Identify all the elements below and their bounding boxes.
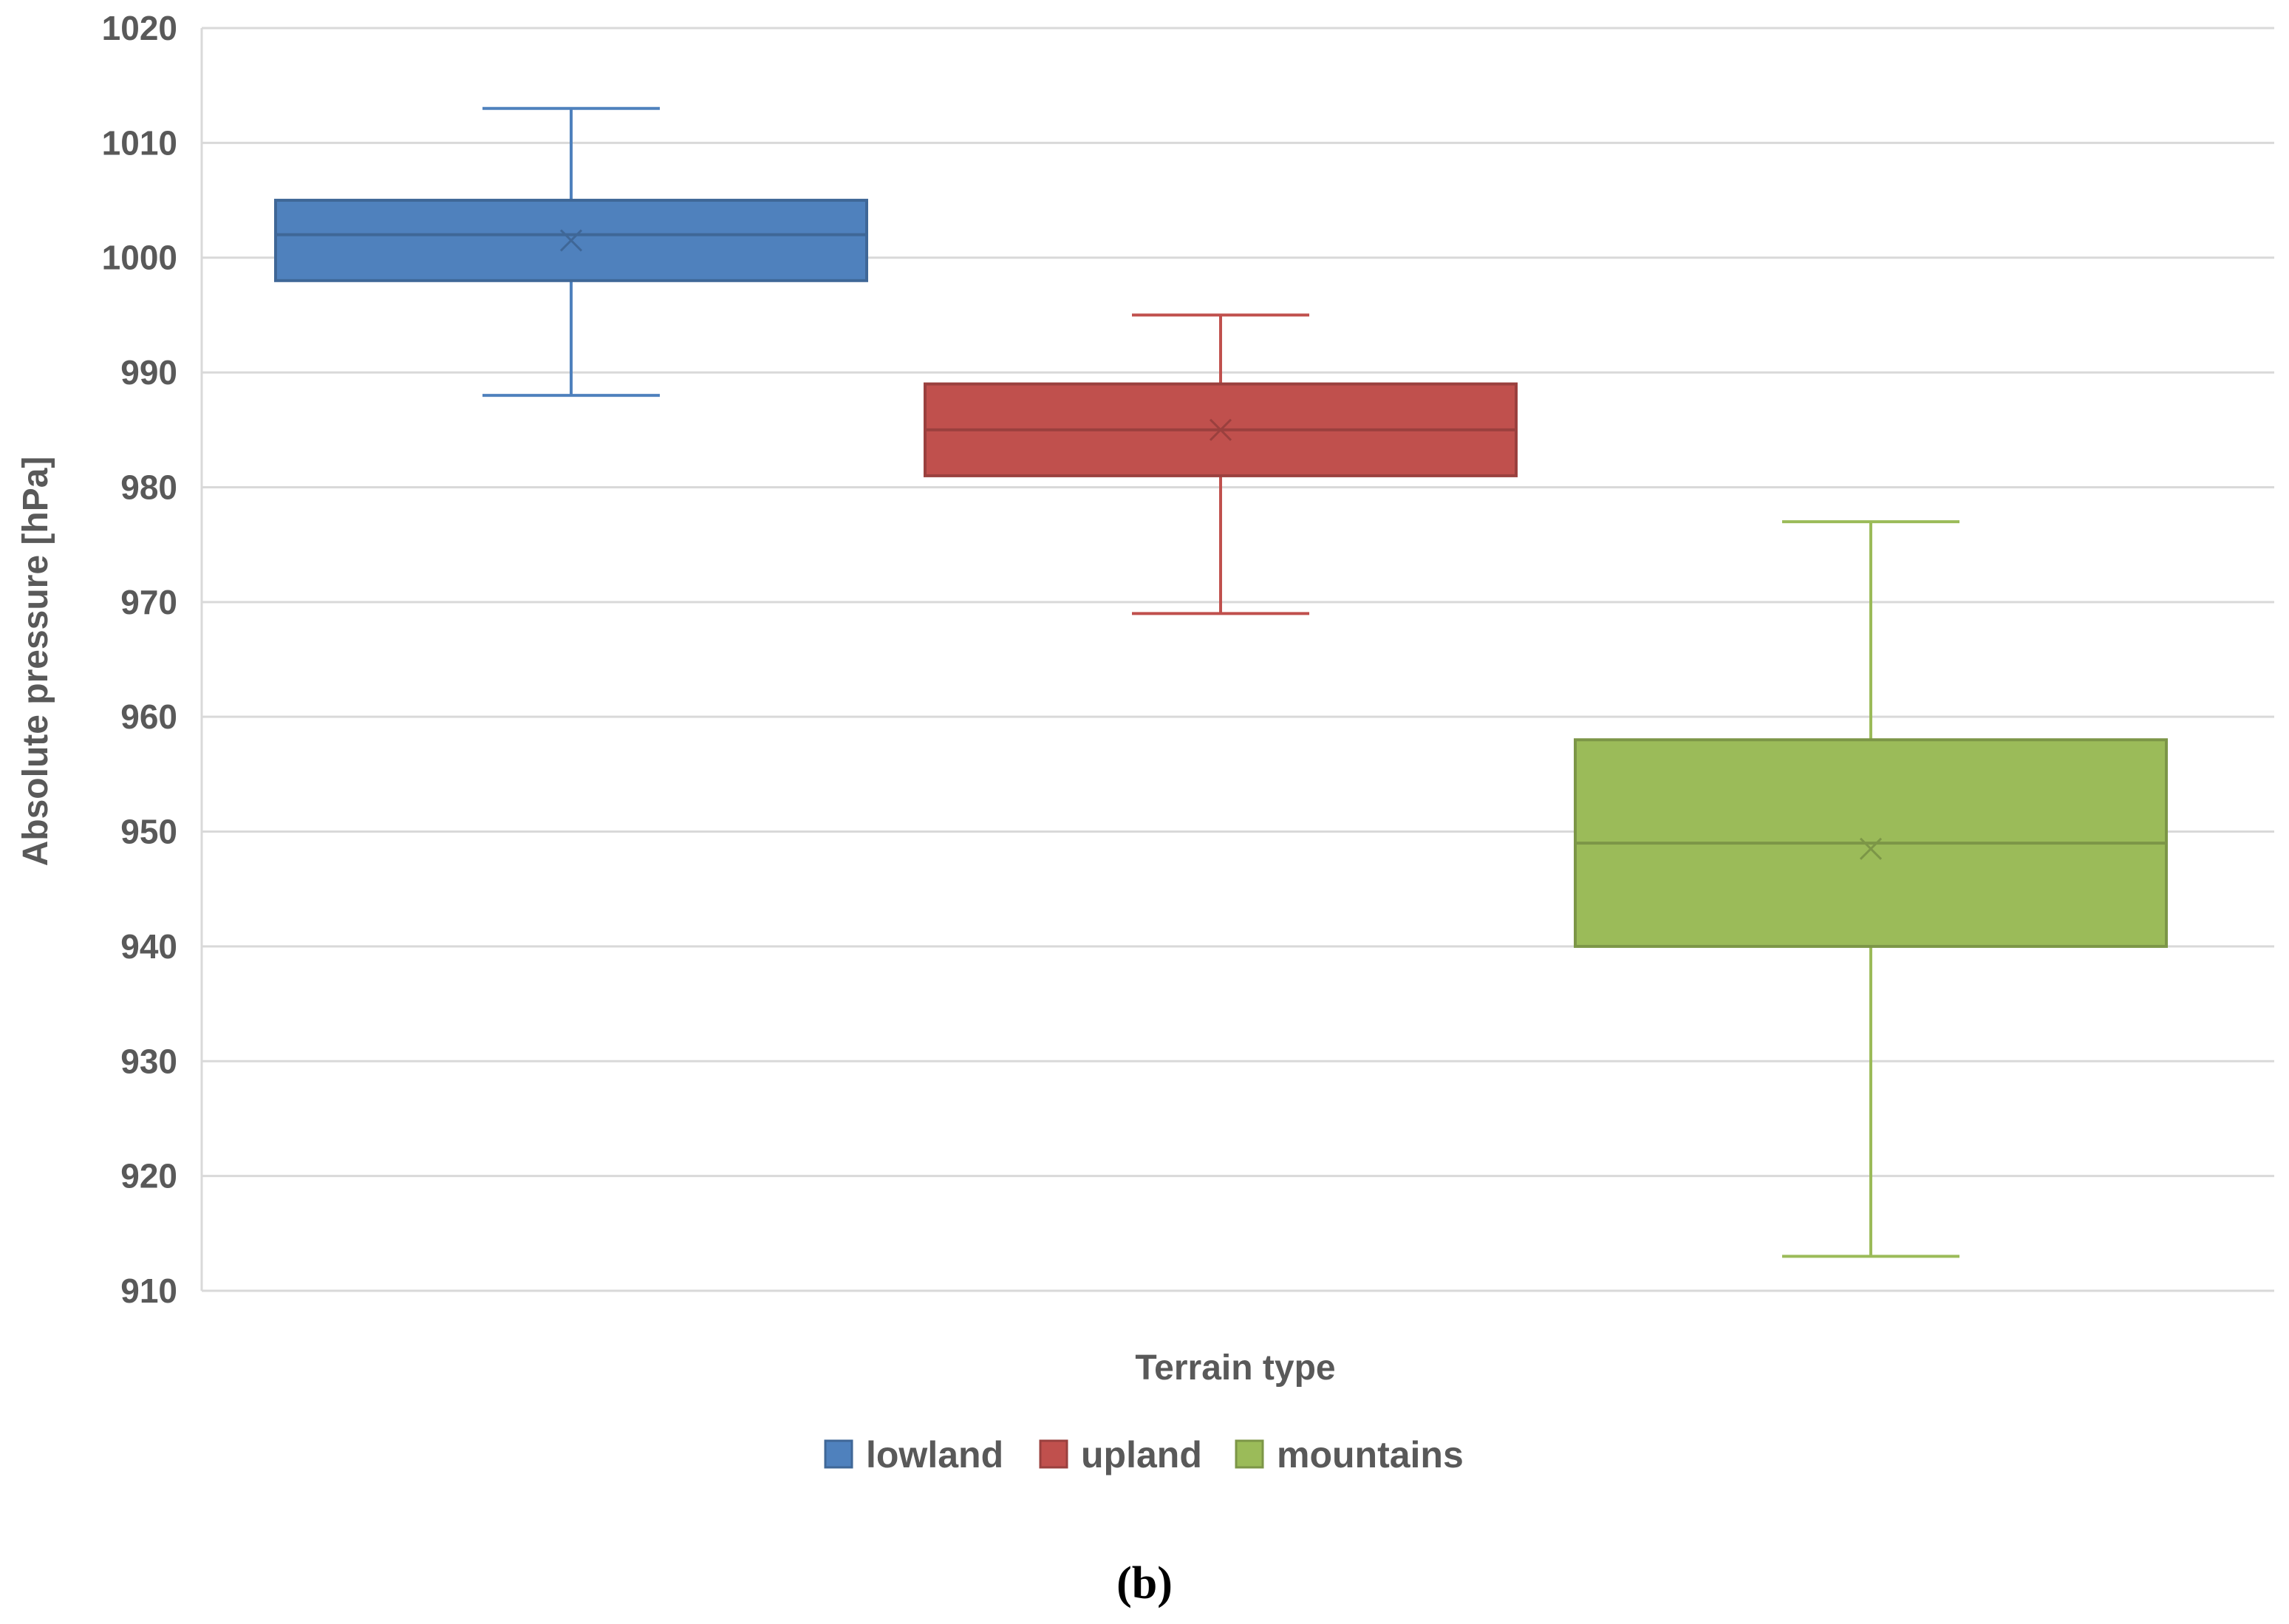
- box-mountains: [1574, 520, 2168, 1258]
- y-tick-930: 930: [120, 1042, 177, 1080]
- y-tick-970: 970: [120, 583, 177, 621]
- y-tick-960: 960: [120, 697, 177, 736]
- y-tick-990: 990: [120, 353, 177, 392]
- legend: lowland upland mountains: [824, 1434, 1464, 1475]
- box-series: [274, 106, 2168, 1258]
- y-axis-title: Absolute pressure [hPa]: [16, 457, 55, 867]
- panel-label: (b): [1116, 1558, 1173, 1608]
- y-tick-1010: 1010: [102, 123, 177, 162]
- mean-x-b-mountains: [1859, 837, 1883, 860]
- y-tick-1000: 1000: [102, 239, 177, 277]
- box-lowland: [274, 106, 868, 398]
- mean-x-b-lowland: [559, 229, 583, 252]
- y-tick-910: 910: [120, 1272, 177, 1310]
- y-tick-920: 920: [120, 1157, 177, 1195]
- legend-label-mountains: mountains: [1277, 1434, 1464, 1475]
- mean-marker-mountains: [1859, 837, 1883, 860]
- mean-x-b-upland: [1209, 418, 1232, 441]
- legend-item-mountains: mountains: [1235, 1434, 1464, 1475]
- mean-marker-lowland: [559, 229, 583, 252]
- mean-marker-upland: [1209, 418, 1232, 441]
- legend-label-upland: upland: [1081, 1434, 1202, 1475]
- y-tick-labels: 1020 1010 1000 990 980 970 960 950 940 930 920 910: [102, 9, 177, 1310]
- x-axis-title: Terrain type: [1135, 1348, 1335, 1388]
- legend-label-lowland: lowland: [866, 1434, 1003, 1475]
- y-tick-950: 950: [120, 813, 177, 851]
- y-tick-940: 940: [120, 927, 177, 966]
- legend-swatch-upland: [1039, 1439, 1068, 1469]
- legend-swatch-mountains: [1235, 1439, 1264, 1469]
- y-tick-1020: 1020: [102, 9, 177, 47]
- legend-swatch-lowland: [824, 1439, 853, 1469]
- legend-item-lowland: lowland: [824, 1434, 1003, 1475]
- y-tick-980: 980: [120, 468, 177, 506]
- box-upland: [924, 313, 1518, 615]
- legend-item-upland: upland: [1039, 1434, 1202, 1475]
